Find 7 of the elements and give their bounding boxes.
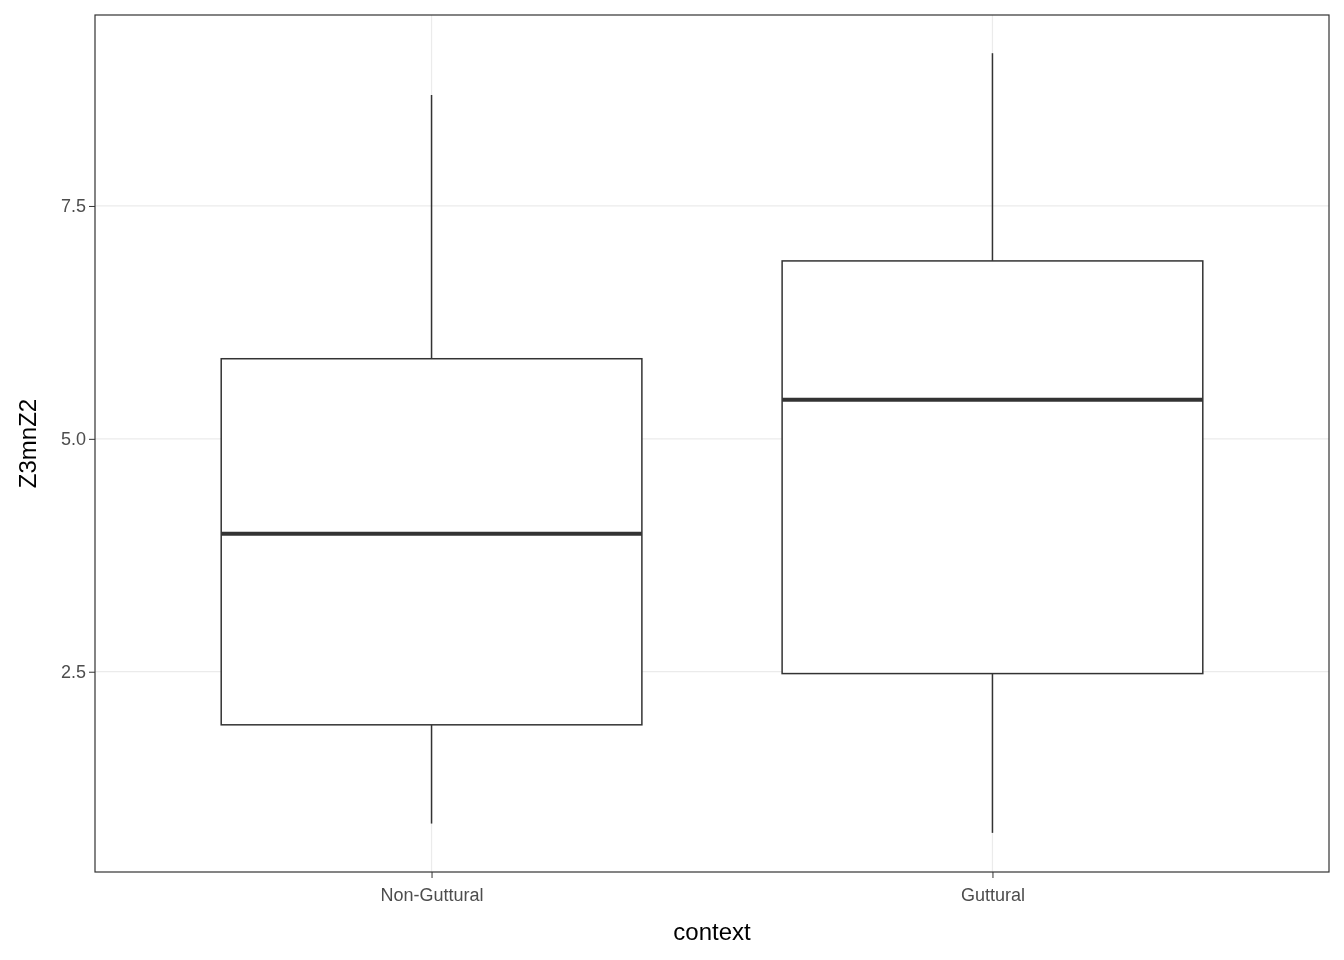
x-tick-label: Guttural — [960, 884, 1025, 905]
y-axis-title: Z3mnZ2 — [14, 398, 41, 489]
x-tick-label: Non-Guttural — [380, 884, 484, 905]
x-axis-title: context — [673, 918, 752, 945]
y-tick-label: 7.5 — [60, 196, 86, 217]
y-tick-label: 2.5 — [60, 661, 86, 682]
y-tick-label: 5.0 — [60, 429, 86, 450]
